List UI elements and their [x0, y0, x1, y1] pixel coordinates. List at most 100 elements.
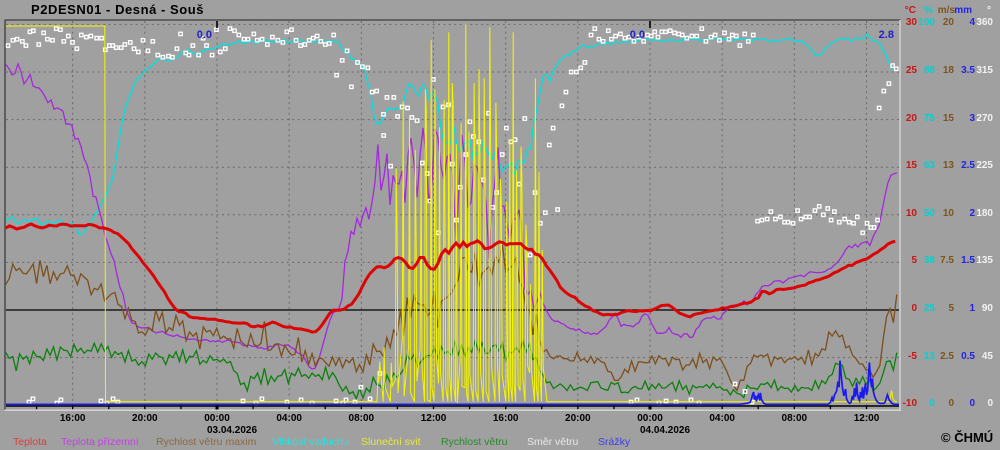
wind-direction-dot [419, 160, 425, 166]
wind-direction-dot [365, 65, 371, 71]
wind-direction-dot [645, 32, 650, 38]
wind-direction-dot [280, 40, 286, 45]
wind-direction-dot [391, 95, 397, 100]
wind-direction-dot [504, 125, 509, 131]
wind-direction-dot [655, 34, 661, 40]
axis-value-pct: 100 [918, 17, 935, 29]
wind-direction-dot [708, 34, 714, 40]
series-srazky [5, 360, 899, 406]
wind-direction-dot [634, 397, 640, 403]
wind-direction-dot [314, 33, 320, 39]
wind-direction-dot [600, 38, 606, 44]
x-axis-time-label: 20:00 [132, 413, 158, 424]
wind-direction-dot [663, 29, 668, 35]
wind-direction-dot [574, 69, 579, 75]
wind-direction-dot [457, 184, 463, 190]
x-axis-date-label: 03.04.2026 [206, 425, 258, 436]
x-axis-time-label: 04:00 [276, 413, 302, 424]
legend-item-teplota-p-zemn-: Teplota přízemní [61, 436, 139, 448]
daily-precip-total: 2.8 [878, 29, 894, 41]
wind-direction-dot [122, 42, 128, 47]
axis-value-temp: 5 [911, 255, 917, 267]
wind-direction-dot [568, 69, 574, 75]
wind-direction-dot [703, 38, 709, 44]
wind-direction-dot [893, 66, 899, 72]
wind-direction-dot [284, 29, 290, 35]
wind-direction-dot [293, 37, 299, 43]
x-axis-time-label: 20:00 [565, 413, 591, 424]
wind-direction-dot [236, 32, 242, 38]
wind-direction-dot [778, 214, 783, 220]
wind-direction-dot [733, 33, 739, 39]
wind-direction-dot [679, 32, 685, 38]
wind-direction-dot [689, 33, 695, 39]
wind-direction-dot [10, 37, 16, 43]
wind-direction-dot [26, 399, 32, 405]
wind-direction-dot [200, 35, 206, 41]
axis-value-ms: 15 [942, 112, 954, 124]
wind-direction-dot [23, 43, 29, 48]
wind-direction-dot [186, 52, 192, 58]
wind-direction-dot [659, 29, 665, 35]
wind-direction-dot [672, 30, 677, 36]
axis-header-ms: m/s [937, 5, 955, 16]
legend-item-rychlost-v-tru: Rychlost větru [441, 436, 508, 448]
legend-item-sm-r-v-tru: Směr větru [527, 436, 579, 448]
wind-direction-dot [214, 27, 219, 33]
x-axis-time-label: 12:00 [853, 413, 880, 424]
wind-direction-dot [722, 30, 727, 36]
wind-direction-dot [750, 32, 756, 38]
wind-direction-dot [527, 252, 533, 258]
wind-direction-dot [626, 34, 632, 40]
wind-direction-dot [825, 206, 831, 211]
axis-value-ms: 0 [948, 398, 954, 410]
axis-value-pct: 38 [923, 255, 935, 267]
wind-direction-dot [367, 396, 373, 402]
axis-value-ms: 13 [942, 160, 954, 172]
wind-direction-dot [821, 212, 826, 218]
axis-value-pct: 63 [923, 160, 935, 172]
wind-direction-dot [98, 398, 104, 404]
daily-precip-total: 0.0 [196, 29, 212, 41]
wind-direction-dot [467, 119, 473, 125]
wind-direction-dot [832, 209, 837, 214]
wind-direction-dot [816, 203, 822, 209]
wind-direction-dot [251, 31, 257, 37]
wind-direction-dot [405, 105, 410, 111]
wind-direction-dot [636, 34, 642, 40]
wind-direction-dot [58, 397, 64, 403]
axis-header-mm: mm [954, 5, 972, 16]
wind-direction-dot [613, 33, 618, 39]
axis-value-deg: 135 [976, 255, 993, 267]
wind-direction-dot [871, 225, 877, 230]
wind-direction-dot [546, 142, 552, 148]
wind-direction-dot [836, 219, 842, 225]
wind-direction-dot [302, 42, 308, 47]
wind-direction-dot [745, 38, 751, 44]
wind-direction-dot [166, 53, 171, 59]
wind-direction-dot [694, 33, 700, 39]
axis-value-pct: 75 [923, 112, 935, 124]
axis-header-pct: % [924, 5, 933, 16]
wind-direction-dot [61, 38, 67, 44]
wind-direction-dot [84, 34, 89, 40]
wind-direction-dot [326, 41, 332, 46]
page-title: P2DESN01 - Desná - Souš [31, 2, 205, 17]
wind-direction-dot [399, 104, 405, 110]
axis-value-mm: 4 [969, 17, 975, 29]
wind-direction-dot [773, 216, 778, 222]
wind-direction-dot [755, 218, 760, 224]
wind-direction-dot [876, 105, 882, 111]
legend-item-vlhkost-vzduchu: Vlhkost vzduchu [272, 436, 349, 448]
axis-value-ms: 20 [942, 17, 954, 29]
wind-direction-dot [217, 49, 223, 55]
legend-item-sr-ky: Srážky [598, 436, 631, 448]
wind-direction-dot [19, 38, 25, 44]
wind-direction-dot [209, 52, 215, 58]
wind-direction-dot [803, 214, 809, 220]
axis-value-deg: 315 [976, 65, 993, 76]
wind-direction-dot [65, 33, 71, 39]
wind-direction-dot [641, 38, 647, 44]
